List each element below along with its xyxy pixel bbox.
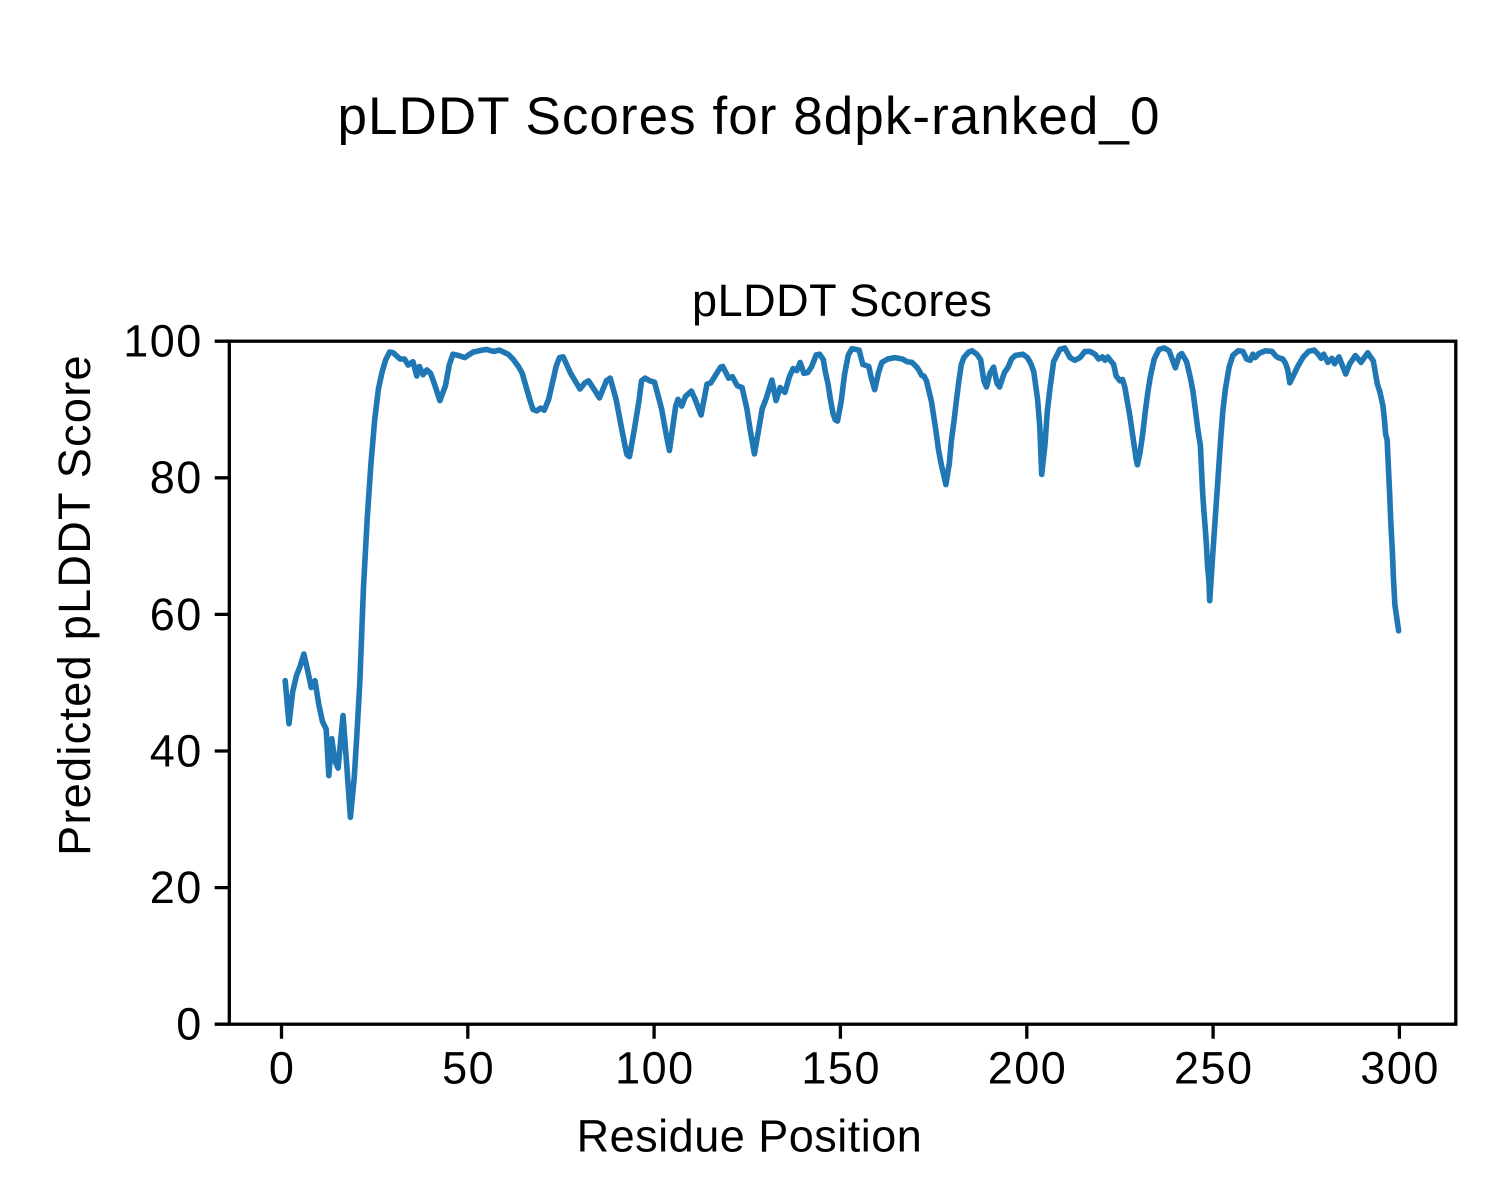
svg-text:0: 0: [269, 1043, 296, 1094]
svg-text:100: 100: [615, 1043, 695, 1094]
svg-text:Residue Position: Residue Position: [577, 1111, 923, 1162]
svg-text:200: 200: [988, 1043, 1068, 1094]
svg-text:pLDDT Scores for 8dpk-ranked_0: pLDDT Scores for 8dpk-ranked_0: [338, 87, 1161, 146]
svg-text:60: 60: [150, 589, 203, 640]
svg-text:20: 20: [150, 862, 203, 913]
svg-text:300: 300: [1360, 1043, 1440, 1094]
svg-text:40: 40: [150, 725, 203, 776]
svg-text:Predicted pLDDT Score: Predicted pLDDT Score: [49, 354, 100, 856]
svg-text:150: 150: [801, 1043, 881, 1094]
svg-text:250: 250: [1174, 1043, 1254, 1094]
svg-text:100: 100: [123, 316, 203, 367]
svg-text:80: 80: [150, 452, 203, 503]
svg-text:50: 50: [442, 1043, 495, 1094]
svg-text:pLDDT Scores: pLDDT Scores: [692, 275, 992, 326]
svg-text:0: 0: [176, 999, 203, 1050]
